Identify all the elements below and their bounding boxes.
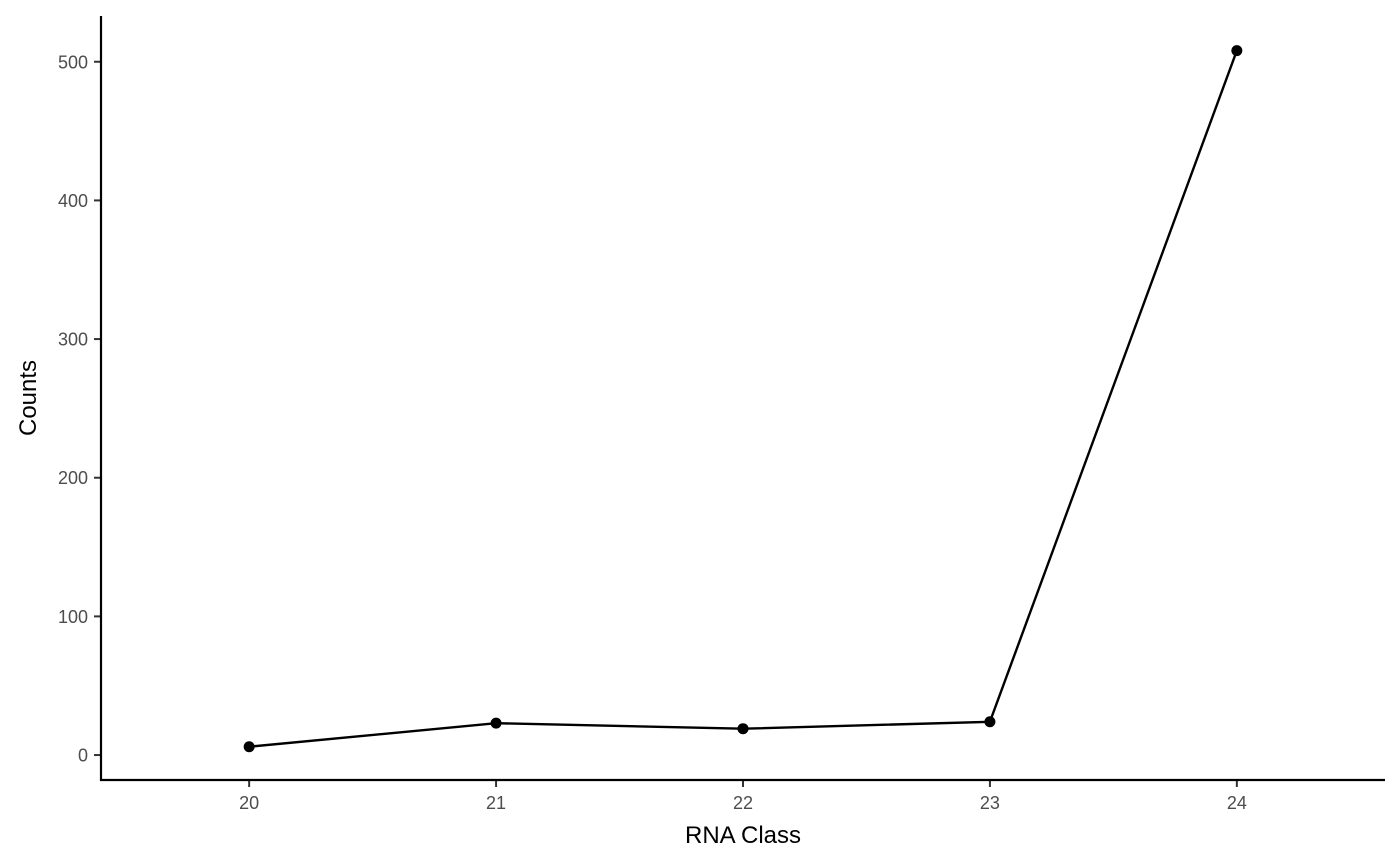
x-tick-label: 22 bbox=[733, 793, 753, 813]
x-tick-label: 21 bbox=[486, 793, 506, 813]
x-axis-title: RNA Class bbox=[685, 822, 801, 849]
y-tick-label: 500 bbox=[58, 52, 88, 72]
y-axis-ticks: 0 100 200 300 400 500 bbox=[58, 52, 101, 766]
data-point bbox=[243, 741, 255, 753]
y-axis-title: Counts bbox=[15, 360, 42, 436]
y-tick-label: 400 bbox=[58, 191, 88, 211]
x-axis-ticks: 20 21 22 23 24 bbox=[239, 780, 1247, 813]
series-line bbox=[249, 50, 1238, 748]
x-tick-label: 20 bbox=[239, 793, 259, 813]
data-points bbox=[243, 45, 1243, 753]
y-tick-label: 300 bbox=[58, 330, 88, 350]
data-point bbox=[984, 716, 996, 728]
x-tick-label: 24 bbox=[1227, 793, 1247, 813]
y-tick-label: 200 bbox=[58, 468, 88, 488]
y-tick-label: 100 bbox=[58, 607, 88, 627]
y-tick-label: 0 bbox=[78, 746, 88, 766]
data-point bbox=[737, 723, 749, 735]
data-point bbox=[490, 717, 502, 729]
x-tick-label: 23 bbox=[980, 793, 1000, 813]
data-point bbox=[1231, 45, 1243, 57]
